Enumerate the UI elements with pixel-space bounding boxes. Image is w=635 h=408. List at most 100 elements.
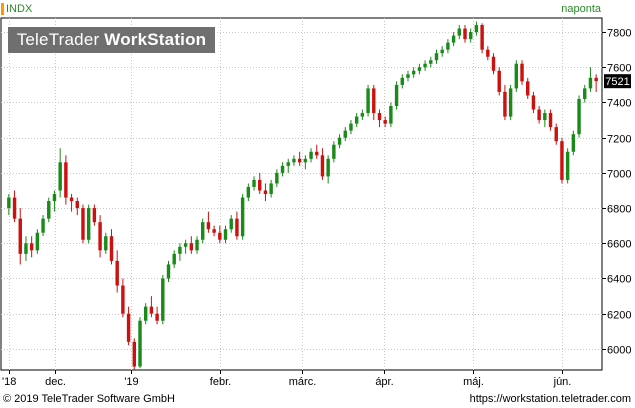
brand-text-bold: WorkStation: [104, 30, 207, 49]
candle-body: [377, 113, 382, 121]
candle-body: [394, 84, 399, 106]
candle-body: [577, 98, 581, 135]
candle-body: [360, 113, 365, 117]
candle-body: [531, 95, 536, 110]
candle-body: [588, 77, 593, 89]
candle-body: [526, 81, 530, 96]
candle-body: [235, 218, 239, 237]
candle-body: [337, 137, 342, 145]
candle-body: [474, 25, 479, 33]
candle-body: [583, 88, 587, 99]
candle-body: [92, 208, 97, 223]
candle-body: [514, 63, 519, 89]
candle-body: [263, 190, 268, 194]
y-tick-label: 7000: [607, 169, 631, 181]
candle-body: [468, 32, 473, 40]
period-label[interactable]: naponta: [561, 3, 601, 15]
candle-body: [47, 201, 51, 219]
candle-body: [292, 158, 296, 163]
brand-watermark: TeleTrader WorkStation: [8, 27, 215, 53]
candle-body: [286, 162, 290, 166]
candle-body: [138, 320, 142, 367]
x-tick-label: jún.: [553, 376, 572, 388]
candle-body: [218, 232, 222, 240]
y-tick-label: 7400: [607, 98, 631, 110]
candle-body: [332, 144, 336, 159]
candle-body: [451, 35, 456, 43]
y-tick-label: 6000: [607, 345, 631, 357]
candle-body: [565, 151, 570, 180]
candle-body: [303, 158, 308, 163]
candle-body: [537, 109, 541, 121]
x-tick-label: '19: [124, 376, 138, 388]
candle-body: [406, 74, 410, 78]
candle-body: [64, 162, 68, 198]
candle-body: [206, 222, 211, 230]
candle-body: [372, 88, 376, 114]
candle-body: [508, 88, 513, 117]
source-url-link[interactable]: https://workstation.teletrader.com: [469, 393, 631, 405]
y-tick-label: 7200: [607, 134, 631, 146]
candle-body: [463, 28, 467, 40]
candle-body: [178, 246, 182, 254]
y-tick-label: 6200: [607, 310, 631, 322]
candle-body: [12, 197, 17, 219]
candle-body: [41, 218, 45, 233]
candle-body: [172, 253, 176, 265]
candle-body: [434, 53, 439, 61]
candle-body: [366, 88, 370, 114]
candle-body: [400, 77, 404, 85]
candle-body: [104, 236, 108, 251]
candle-body: [155, 313, 159, 321]
candle-body: [212, 229, 216, 233]
x-tick-label: febr.: [210, 376, 231, 388]
x-tick-label: márc.: [289, 376, 317, 388]
candle-body: [457, 28, 462, 36]
candle-body: [354, 116, 359, 124]
candle-body: [520, 63, 524, 82]
candle-body: [183, 243, 188, 247]
candle-body: [7, 197, 11, 209]
candle-body: [223, 229, 228, 240]
candle-body: [554, 127, 558, 142]
candle-body: [280, 165, 285, 173]
candle-body: [35, 232, 40, 251]
candle-body: [275, 172, 279, 184]
candle-body: [480, 25, 484, 50]
candle-body: [383, 120, 387, 124]
symbol-marker-icon: [1, 3, 4, 15]
candle-body: [126, 313, 131, 342]
candle-body: [201, 222, 205, 240]
candle-body: [543, 113, 547, 121]
candle-body: [29, 243, 34, 251]
candle-body: [132, 341, 137, 367]
candle-body: [343, 130, 347, 138]
candle-body: [195, 239, 199, 251]
candle-body: [115, 260, 119, 286]
candle-body: [189, 243, 194, 251]
candle-body: [503, 91, 507, 117]
candle-body: [121, 285, 125, 314]
candle-body: [560, 141, 564, 180]
candle-body: [389, 106, 393, 124]
y-tick-label: 6800: [607, 204, 631, 216]
candle-body: [315, 151, 319, 156]
candle-body: [594, 77, 598, 82]
last-price-badge: [604, 74, 631, 89]
candle-body: [252, 179, 256, 187]
candle-body: [571, 134, 576, 152]
candle-body: [258, 179, 262, 191]
candle-body: [246, 186, 251, 198]
candle-body: [166, 264, 171, 279]
candle-body: [349, 123, 353, 131]
brand-text-plain: TeleTrader: [16, 30, 105, 49]
candle-body: [18, 218, 22, 254]
candle-body: [69, 197, 74, 202]
candle-body: [269, 183, 273, 194]
candle-body: [109, 236, 114, 261]
candle-body: [548, 113, 553, 128]
candle-body: [161, 278, 165, 321]
candle-body: [411, 70, 416, 75]
